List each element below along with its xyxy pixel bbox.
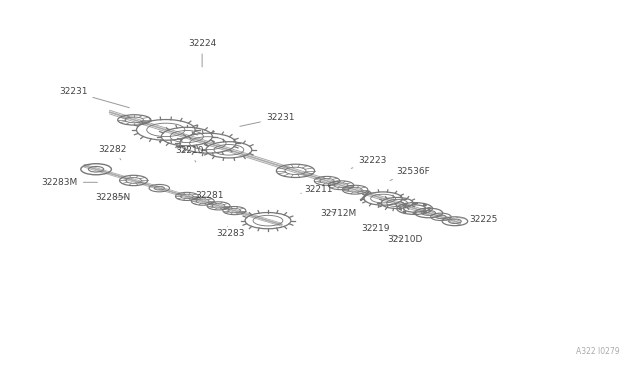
Circle shape	[413, 212, 416, 214]
Text: 32231: 32231	[59, 87, 129, 108]
Circle shape	[403, 211, 406, 213]
Text: 32712M: 32712M	[320, 209, 356, 218]
Text: 32281: 32281	[186, 191, 224, 200]
Circle shape	[403, 204, 406, 206]
Circle shape	[428, 208, 431, 209]
Circle shape	[399, 208, 401, 209]
Text: 32283M: 32283M	[42, 178, 97, 187]
Text: 32210D: 32210D	[387, 235, 422, 244]
Text: 32223: 32223	[351, 155, 387, 169]
Text: 32210: 32210	[175, 147, 204, 162]
Text: 32219: 32219	[362, 224, 390, 233]
Text: A322 I0279: A322 I0279	[576, 347, 620, 356]
Circle shape	[413, 203, 416, 205]
Text: 32285N: 32285N	[95, 193, 131, 202]
Circle shape	[424, 204, 426, 206]
Text: 32282: 32282	[99, 145, 127, 160]
Text: 32224: 32224	[188, 39, 216, 67]
Text: 32536F: 32536F	[390, 167, 430, 180]
Text: 32211: 32211	[301, 185, 333, 194]
Text: 32225: 32225	[456, 215, 498, 224]
Text: 32231: 32231	[240, 113, 294, 126]
Text: 32283: 32283	[216, 227, 245, 238]
Circle shape	[424, 211, 426, 213]
